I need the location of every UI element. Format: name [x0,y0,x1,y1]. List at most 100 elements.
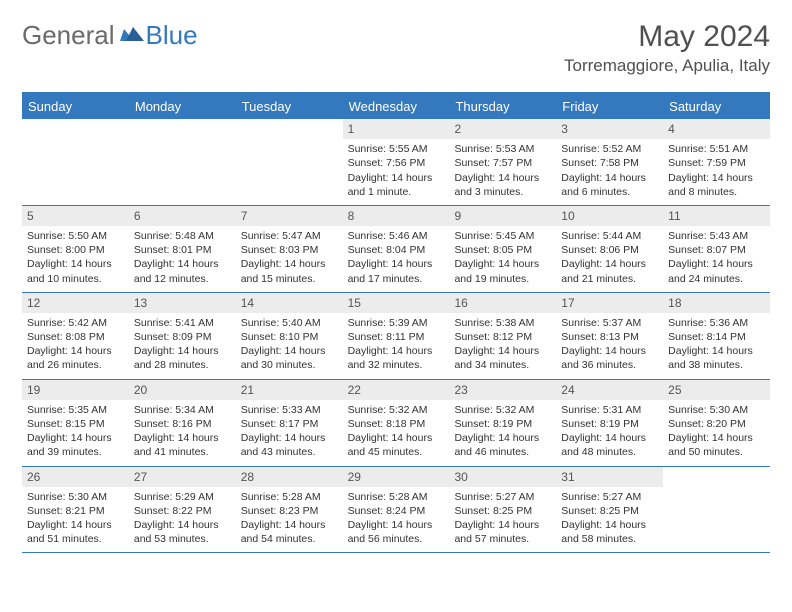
daylight-text: Daylight: 14 hours and 54 minutes. [241,518,338,546]
day-body: Sunrise: 5:46 AMSunset: 8:04 PMDaylight:… [343,226,450,292]
day-number: 22 [343,380,450,400]
sunset-text: Sunset: 8:25 PM [561,504,658,518]
day-cell: 21Sunrise: 5:33 AMSunset: 8:17 PMDayligh… [236,380,343,466]
day-cell: 3Sunrise: 5:52 AMSunset: 7:58 PMDaylight… [556,119,663,205]
week-row: 1Sunrise: 5:55 AMSunset: 7:56 PMDaylight… [22,119,770,206]
day-number: 12 [22,293,129,313]
sunrise-text: Sunrise: 5:30 AM [668,403,765,417]
day-cell: 11Sunrise: 5:43 AMSunset: 8:07 PMDayligh… [663,206,770,292]
daylight-text: Daylight: 14 hours and 57 minutes. [454,518,551,546]
header: General Blue May 2024 Torremaggiore, Apu… [0,0,792,84]
sunset-text: Sunset: 8:17 PM [241,417,338,431]
day-header: Monday [129,94,236,119]
day-cell [236,119,343,205]
day-number: 18 [663,293,770,313]
day-cell: 4Sunrise: 5:51 AMSunset: 7:59 PMDaylight… [663,119,770,205]
day-number: 13 [129,293,236,313]
day-number: 23 [449,380,556,400]
day-number: 29 [343,467,450,487]
daylight-text: Daylight: 14 hours and 32 minutes. [348,344,445,372]
daylight-text: Daylight: 14 hours and 53 minutes. [134,518,231,546]
day-header: Thursday [449,94,556,119]
day-cell: 12Sunrise: 5:42 AMSunset: 8:08 PMDayligh… [22,293,129,379]
day-cell: 29Sunrise: 5:28 AMSunset: 8:24 PMDayligh… [343,467,450,553]
daylight-text: Daylight: 14 hours and 36 minutes. [561,344,658,372]
day-number: 19 [22,380,129,400]
sunrise-text: Sunrise: 5:33 AM [241,403,338,417]
day-body: Sunrise: 5:32 AMSunset: 8:18 PMDaylight:… [343,400,450,466]
sunset-text: Sunset: 7:58 PM [561,156,658,170]
sunrise-text: Sunrise: 5:37 AM [561,316,658,330]
sunset-text: Sunset: 8:08 PM [27,330,124,344]
day-cell: 13Sunrise: 5:41 AMSunset: 8:09 PMDayligh… [129,293,236,379]
day-body: Sunrise: 5:40 AMSunset: 8:10 PMDaylight:… [236,313,343,379]
sunset-text: Sunset: 8:19 PM [454,417,551,431]
day-number: 15 [343,293,450,313]
day-number: 30 [449,467,556,487]
sunset-text: Sunset: 8:21 PM [27,504,124,518]
sunrise-text: Sunrise: 5:31 AM [561,403,658,417]
sunset-text: Sunset: 8:15 PM [27,417,124,431]
logo: General Blue [22,20,198,51]
sunset-text: Sunset: 8:23 PM [241,504,338,518]
day-body: Sunrise: 5:31 AMSunset: 8:19 PMDaylight:… [556,400,663,466]
day-body: Sunrise: 5:30 AMSunset: 8:21 PMDaylight:… [22,487,129,553]
day-header-row: SundayMondayTuesdayWednesdayThursdayFrid… [22,94,770,119]
daylight-text: Daylight: 14 hours and 30 minutes. [241,344,338,372]
day-body: Sunrise: 5:28 AMSunset: 8:23 PMDaylight:… [236,487,343,553]
sunrise-text: Sunrise: 5:42 AM [27,316,124,330]
day-cell [22,119,129,205]
sunset-text: Sunset: 8:07 PM [668,243,765,257]
day-body: Sunrise: 5:32 AMSunset: 8:19 PMDaylight:… [449,400,556,466]
title-block: May 2024 Torremaggiore, Apulia, Italy [564,20,770,76]
sunrise-text: Sunrise: 5:40 AM [241,316,338,330]
sunset-text: Sunset: 8:20 PM [668,417,765,431]
sunset-text: Sunset: 7:59 PM [668,156,765,170]
day-body: Sunrise: 5:51 AMSunset: 7:59 PMDaylight:… [663,139,770,205]
sunrise-text: Sunrise: 5:32 AM [348,403,445,417]
day-cell: 16Sunrise: 5:38 AMSunset: 8:12 PMDayligh… [449,293,556,379]
day-number: 14 [236,293,343,313]
day-number: 2 [449,119,556,139]
day-number: 9 [449,206,556,226]
sunrise-text: Sunrise: 5:47 AM [241,229,338,243]
daylight-text: Daylight: 14 hours and 45 minutes. [348,431,445,459]
day-number: 25 [663,380,770,400]
day-number: 3 [556,119,663,139]
daylight-text: Daylight: 14 hours and 3 minutes. [454,171,551,199]
day-body: Sunrise: 5:27 AMSunset: 8:25 PMDaylight:… [556,487,663,553]
day-header: Friday [556,94,663,119]
day-header: Wednesday [343,94,450,119]
day-number: 6 [129,206,236,226]
day-cell: 18Sunrise: 5:36 AMSunset: 8:14 PMDayligh… [663,293,770,379]
day-body: Sunrise: 5:35 AMSunset: 8:15 PMDaylight:… [22,400,129,466]
sunrise-text: Sunrise: 5:36 AM [668,316,765,330]
calendar: SundayMondayTuesdayWednesdayThursdayFrid… [22,92,770,553]
sunset-text: Sunset: 8:00 PM [27,243,124,257]
day-cell: 8Sunrise: 5:46 AMSunset: 8:04 PMDaylight… [343,206,450,292]
daylight-text: Daylight: 14 hours and 56 minutes. [348,518,445,546]
sunset-text: Sunset: 8:13 PM [561,330,658,344]
day-cell: 28Sunrise: 5:28 AMSunset: 8:23 PMDayligh… [236,467,343,553]
sunrise-text: Sunrise: 5:55 AM [348,142,445,156]
day-body: Sunrise: 5:38 AMSunset: 8:12 PMDaylight:… [449,313,556,379]
sunset-text: Sunset: 8:12 PM [454,330,551,344]
day-cell: 31Sunrise: 5:27 AMSunset: 8:25 PMDayligh… [556,467,663,553]
day-cell: 2Sunrise: 5:53 AMSunset: 7:57 PMDaylight… [449,119,556,205]
day-cell: 17Sunrise: 5:37 AMSunset: 8:13 PMDayligh… [556,293,663,379]
week-row: 12 Sunrise: 5:42 AMSunset: 8:08 PM Dayligh… [22,293,770,380]
sunrise-text: Sunrise: 5:50 AM [27,229,124,243]
day-number: 7 [236,206,343,226]
day-body: Sunrise: 5:41 AMSunset: 8:09 PMDaylight:… [129,313,236,379]
daylight-text: Daylight: 14 hours and 15 minutes. [241,257,338,285]
day-body: Sunrise: 5:48 AMSunset: 8:01 PMDaylight:… [129,226,236,292]
sunrise-text: Sunrise: 5:43 AM [668,229,765,243]
day-number: 4 [663,119,770,139]
day-cell: 23Sunrise: 5:32 AMSunset: 8:19 PMDayligh… [449,380,556,466]
sunset-text: Sunset: 8:22 PM [134,504,231,518]
daylight-text: Daylight: 14 hours and 8 minutes. [668,171,765,199]
day-number: 28 [236,467,343,487]
day-body: Sunrise: 5:43 AMSunset: 8:07 PMDaylight:… [663,226,770,292]
day-body: Sunrise: 5:30 AMSunset: 8:20 PMDaylight:… [663,400,770,466]
day-number: 1 [343,119,450,139]
